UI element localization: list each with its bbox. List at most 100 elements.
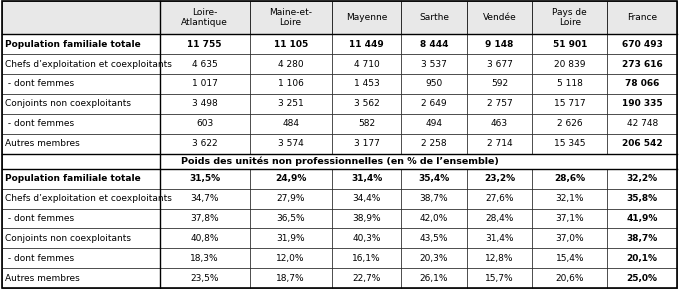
Text: 25,0%: 25,0%	[627, 274, 658, 283]
Text: 51 901: 51 901	[553, 40, 587, 49]
Bar	[2, 169, 160, 189]
Text: Population familiale totale: Population familiale totale	[5, 40, 141, 49]
Text: Autres membres: Autres membres	[5, 274, 80, 283]
Text: 3 177: 3 177	[354, 139, 380, 148]
Text: - dont femmes: - dont femmes	[5, 254, 75, 263]
Text: 2 649: 2 649	[421, 99, 447, 108]
Bar	[332, 114, 401, 134]
Text: 3 622: 3 622	[191, 139, 217, 148]
Bar	[249, 248, 332, 268]
Bar	[607, 54, 677, 74]
Bar	[401, 94, 466, 114]
Bar	[332, 94, 401, 114]
Text: 484: 484	[282, 119, 299, 128]
Text: 670 493: 670 493	[622, 40, 663, 49]
Text: 2 626: 2 626	[557, 119, 583, 128]
Text: 35,8%: 35,8%	[627, 194, 658, 203]
Bar	[249, 74, 332, 94]
Text: 206 542: 206 542	[622, 139, 663, 148]
Bar	[532, 134, 607, 153]
Text: 20 839: 20 839	[554, 60, 585, 68]
Text: Mayenne: Mayenne	[346, 13, 387, 22]
Text: 38,7%: 38,7%	[420, 194, 448, 203]
Text: 2 757: 2 757	[487, 99, 513, 108]
Text: 3 251: 3 251	[278, 99, 304, 108]
Bar	[532, 189, 607, 209]
Bar	[2, 229, 160, 248]
Text: 3 574: 3 574	[278, 139, 304, 148]
Text: Vendée: Vendée	[483, 13, 516, 22]
Bar	[466, 248, 532, 268]
Text: 24,9%: 24,9%	[275, 174, 306, 183]
Bar	[2, 134, 160, 153]
Bar	[332, 268, 401, 288]
Bar	[160, 134, 249, 153]
Text: 34,4%: 34,4%	[352, 194, 381, 203]
Text: 4 280: 4 280	[278, 60, 304, 68]
Bar	[401, 114, 466, 134]
Bar	[532, 1, 607, 34]
Bar	[607, 209, 677, 229]
Text: 37,0%: 37,0%	[555, 234, 584, 243]
Bar	[160, 74, 249, 94]
Text: Chefs d’exploitation et coexploitants: Chefs d’exploitation et coexploitants	[5, 60, 172, 68]
Text: 15 717: 15 717	[554, 99, 585, 108]
Bar	[160, 189, 249, 209]
Bar	[160, 169, 249, 189]
Text: 603: 603	[196, 119, 213, 128]
Bar	[401, 134, 466, 153]
Bar	[532, 114, 607, 134]
Text: 4 710: 4 710	[354, 60, 380, 68]
Bar	[249, 94, 332, 114]
Text: 4 635: 4 635	[191, 60, 217, 68]
Text: 42 748: 42 748	[627, 119, 658, 128]
Text: 27,6%: 27,6%	[485, 194, 514, 203]
Text: 1 453: 1 453	[354, 79, 380, 88]
Bar	[2, 34, 160, 54]
Text: 273 616: 273 616	[622, 60, 663, 68]
Bar	[249, 34, 332, 54]
Bar	[160, 268, 249, 288]
Text: Population familiale totale: Population familiale totale	[5, 174, 141, 183]
Bar	[401, 268, 466, 288]
Bar	[401, 34, 466, 54]
Text: 23,5%: 23,5%	[190, 274, 219, 283]
Bar	[2, 54, 160, 74]
Text: 40,3%: 40,3%	[352, 234, 381, 243]
Bar	[466, 134, 532, 153]
Text: 40,8%: 40,8%	[190, 234, 219, 243]
Text: 3 537: 3 537	[421, 60, 447, 68]
Bar	[332, 34, 401, 54]
Bar	[607, 134, 677, 153]
Bar	[332, 229, 401, 248]
Bar	[607, 169, 677, 189]
Bar	[466, 74, 532, 94]
Bar	[160, 248, 249, 268]
Text: 1 017: 1 017	[191, 79, 217, 88]
Bar	[160, 34, 249, 54]
Bar	[2, 248, 160, 268]
Text: 37,1%: 37,1%	[555, 214, 584, 223]
Text: 190 335: 190 335	[622, 99, 663, 108]
Text: 31,4%: 31,4%	[485, 234, 514, 243]
Bar	[401, 209, 466, 229]
Text: 78 066: 78 066	[625, 79, 659, 88]
Text: Loire-
Atlantique: Loire- Atlantique	[181, 8, 228, 27]
Bar	[607, 114, 677, 134]
Text: 11 755: 11 755	[187, 40, 222, 49]
Text: 26,1%: 26,1%	[420, 274, 448, 283]
Bar	[532, 248, 607, 268]
Bar	[160, 114, 249, 134]
Text: 38,7%: 38,7%	[627, 234, 658, 243]
Bar	[249, 1, 332, 34]
Bar	[401, 74, 466, 94]
Text: 41,9%: 41,9%	[627, 214, 658, 223]
Bar	[401, 54, 466, 74]
Bar	[249, 169, 332, 189]
Text: 9 148: 9 148	[485, 40, 513, 49]
Bar	[532, 34, 607, 54]
Bar	[2, 1, 160, 34]
Text: 31,9%: 31,9%	[276, 234, 305, 243]
Bar	[332, 248, 401, 268]
Bar	[249, 268, 332, 288]
